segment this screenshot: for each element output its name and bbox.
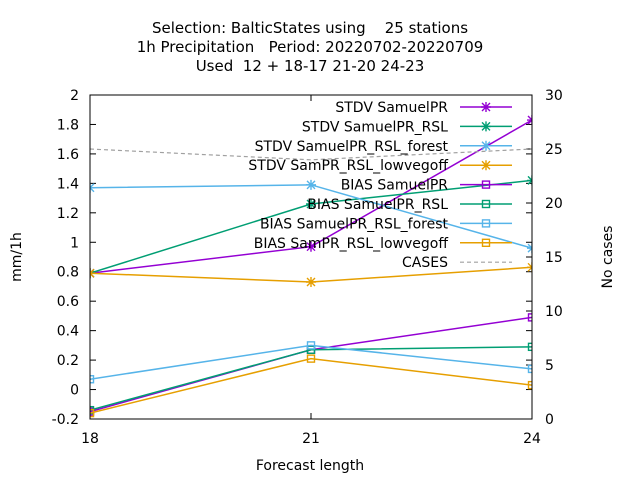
legend-entry: BIAS SamPR_RSL_lowvegoff bbox=[254, 236, 512, 252]
legend-entry: STDV SamPR_RSL_lowvegoff bbox=[248, 158, 512, 174]
data-point bbox=[306, 277, 316, 288]
legend-entry: STDV SamuelPR bbox=[335, 100, 512, 116]
data-point bbox=[527, 364, 532, 374]
data-point bbox=[306, 341, 316, 350]
legend-entry: BIAS SamuelPR_RSL_forest bbox=[260, 216, 512, 232]
data-point bbox=[527, 342, 532, 352]
legend-label: STDV SamuelPR_RSL_forest bbox=[255, 139, 449, 155]
y2-tick-label: 20 bbox=[545, 196, 563, 212]
legend-marker bbox=[481, 102, 491, 112]
y-tick-label: 1.2 bbox=[57, 206, 79, 222]
x-axis-label: Forecast length bbox=[256, 458, 364, 474]
y2-tick-label: 0 bbox=[545, 412, 554, 428]
legend-entry: STDV SamuelPR_RSL bbox=[302, 119, 512, 135]
y-tick-label: -0.2 bbox=[52, 412, 79, 428]
legend-marker bbox=[481, 199, 491, 209]
x-tick-label: 18 bbox=[81, 431, 99, 447]
y-tick-label: 0.2 bbox=[57, 353, 79, 369]
y2-tick-label: 5 bbox=[545, 358, 554, 374]
title-line-3: Used 12 + 18-17 21-20 24-23 bbox=[196, 57, 425, 75]
y2-tick-label: 25 bbox=[545, 142, 563, 158]
series-8 bbox=[90, 148, 532, 161]
series-5 bbox=[90, 342, 532, 415]
y2-axis-label: No cases bbox=[600, 226, 616, 289]
y-tick-label: 0.6 bbox=[57, 294, 79, 310]
y2-tick-label: 30 bbox=[545, 88, 563, 104]
legend-label: BIAS SamPR_RSL_lowvegoff bbox=[254, 236, 449, 252]
legend-label: STDV SamuelPR_RSL bbox=[302, 119, 448, 135]
y2-axis-ticks: 0 5 10 15 20 25 30 bbox=[526, 88, 563, 428]
chart-title: Selection: BalticStates using 25 station… bbox=[137, 19, 484, 75]
legend: STDV SamuelPR STDV SamuelPR_RSL STDV Samue… bbox=[248, 100, 512, 271]
series-1 bbox=[90, 175, 532, 279]
legend-marker bbox=[481, 238, 491, 248]
y2-tick-label: 15 bbox=[545, 250, 563, 266]
data-point bbox=[527, 313, 532, 322]
series-3 bbox=[90, 262, 532, 288]
legend-label: STDV SamuelPR bbox=[335, 100, 448, 116]
title-line-1: Selection: BalticStates using 25 station… bbox=[152, 19, 468, 37]
legend-entry: BIAS SamuelPR bbox=[341, 178, 512, 194]
y-tick-label: 1.6 bbox=[57, 147, 79, 163]
series-4 bbox=[90, 313, 532, 416]
data-point bbox=[90, 375, 95, 384]
series-2 bbox=[90, 179, 532, 254]
legend-marker bbox=[481, 121, 491, 132]
y-tick-label: 1 bbox=[70, 235, 79, 251]
series-line bbox=[90, 357, 532, 414]
y-tick-label: 0.4 bbox=[57, 324, 79, 340]
legend-entry: STDV SamuelPR_RSL_forest bbox=[255, 139, 512, 155]
legend-marker bbox=[481, 160, 491, 171]
legend-marker bbox=[481, 140, 491, 151]
legend-entry: BIAS SamuelPR_RSL bbox=[307, 197, 512, 213]
legend-label: CASES bbox=[402, 255, 448, 271]
y-tick-label: 1.8 bbox=[57, 117, 79, 133]
plot-frame bbox=[89, 94, 533, 420]
legend-label: BIAS SamuelPR bbox=[341, 178, 449, 194]
data-point bbox=[306, 198, 316, 209]
data-point bbox=[90, 408, 95, 418]
series-7 bbox=[90, 354, 532, 418]
data-point bbox=[306, 354, 316, 363]
data-point bbox=[306, 179, 316, 190]
x-tick-label: 21 bbox=[302, 431, 320, 447]
data-point bbox=[527, 380, 532, 390]
legend-marker bbox=[481, 219, 491, 228]
series-layer bbox=[90, 115, 532, 418]
series-6 bbox=[90, 341, 532, 384]
legend-label: STDV SamPR_RSL_lowvegoff bbox=[248, 158, 448, 174]
legend-label: BIAS SamuelPR_RSL bbox=[307, 197, 448, 213]
legend-marker bbox=[481, 180, 491, 189]
y-axis-ticks: -0.2 0 0.2 0.4 0.6 0.8 1 1.2 1.4 1.6 1.8 2 bbox=[52, 88, 532, 428]
data-point bbox=[306, 241, 316, 252]
series-line bbox=[90, 344, 532, 380]
legend-label: BIAS SamuelPR_RSL_forest bbox=[260, 216, 449, 232]
y-tick-label: 2 bbox=[70, 88, 79, 104]
x-tick-label: 24 bbox=[523, 431, 541, 447]
y-tick-label: 1.4 bbox=[57, 176, 79, 192]
y2-tick-label: 10 bbox=[545, 304, 563, 320]
data-point bbox=[306, 345, 316, 354]
y-axis-label: mm/1h bbox=[9, 232, 25, 282]
series-line bbox=[90, 346, 532, 411]
series-line bbox=[90, 148, 532, 161]
legend-entry: CASES bbox=[402, 255, 512, 271]
series-0 bbox=[90, 115, 532, 279]
title-line-2: 1h Precipitation Period: 20220702-202207… bbox=[137, 38, 484, 56]
x-axis-ticks: 18 21 24 bbox=[81, 95, 541, 447]
y-tick-label: 0 bbox=[70, 383, 79, 399]
y-tick-label: 0.8 bbox=[57, 265, 79, 281]
